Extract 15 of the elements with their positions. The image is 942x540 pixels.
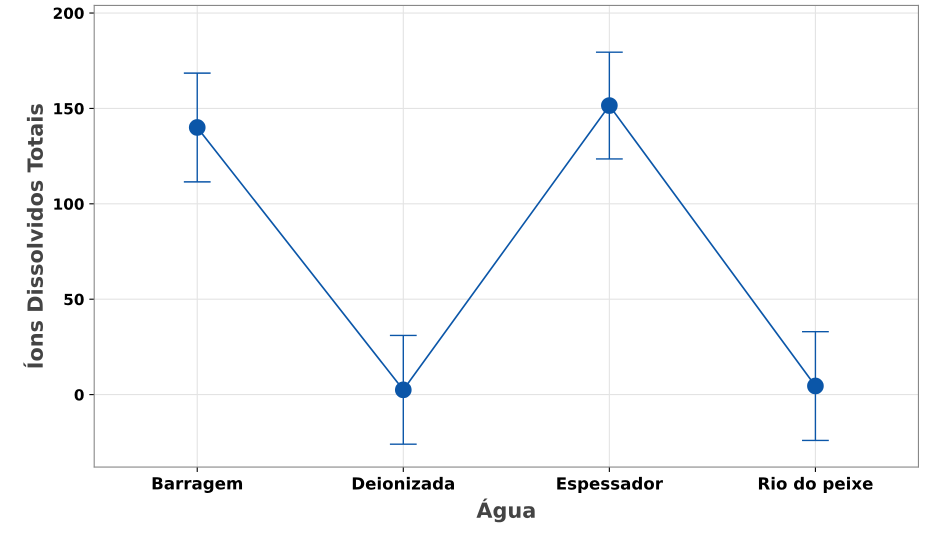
x-tick-label: Barragem (152, 477, 242, 493)
y-tick-label: 150 (54, 102, 84, 114)
y-tick-label: 100 (54, 198, 84, 210)
y-tick-label: 50 (64, 294, 84, 306)
point (394, 382, 412, 398)
y-axis-title: Íons Dissolvidos Totais (23, 104, 43, 368)
x-axis-title: Água (476, 498, 535, 522)
point (601, 97, 618, 114)
x-tick-label: Deionizada (352, 476, 454, 490)
point (807, 378, 824, 394)
y-tick-label: 200 (54, 7, 84, 20)
x-tick-label: Rio do peixe (758, 476, 873, 493)
point (188, 119, 206, 136)
y-tick-label: 0 (74, 389, 84, 401)
x-tick-label: Espessador (557, 476, 663, 493)
